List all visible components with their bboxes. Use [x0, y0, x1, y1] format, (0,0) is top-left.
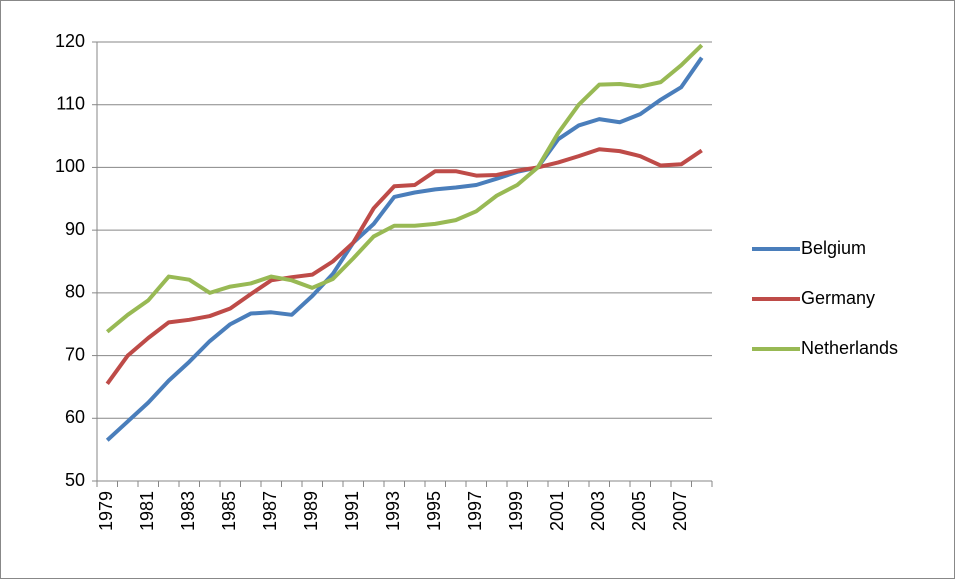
x-tick-label: 1995 [424, 491, 444, 531]
x-tick-label: 1989 [301, 491, 321, 531]
y-tick-label: 110 [56, 93, 85, 113]
legend-label: Germany [801, 288, 875, 308]
x-tick-label: 1983 [178, 491, 198, 531]
y-tick-label: 80 [65, 282, 85, 302]
line-series [105, 147, 703, 385]
x-tick-label: 1997 [465, 491, 485, 531]
line-series [105, 43, 704, 334]
y-tick-label: 100 [55, 156, 85, 176]
y-tick-label: 90 [65, 219, 85, 239]
x-tick-label: 1999 [506, 491, 526, 531]
line-series [105, 56, 704, 442]
x-tick-label: 2007 [670, 491, 690, 531]
legend-label: Netherlands [801, 338, 898, 358]
y-tick-label: 70 [65, 344, 85, 364]
y-tick-label: 60 [65, 407, 85, 427]
x-tick-label: 1987 [260, 491, 280, 531]
legend-label: Belgium [801, 238, 866, 258]
x-tick-label: 1979 [96, 491, 116, 531]
x-tick-label: 1985 [219, 491, 239, 531]
x-tick-label: 1981 [137, 491, 157, 531]
x-tick-label: 2005 [629, 491, 649, 531]
y-tick-label: 120 [55, 31, 85, 51]
x-tick-label: 2003 [588, 491, 608, 531]
x-tick-label: 2001 [547, 491, 567, 531]
y-tick-label: 50 [65, 470, 85, 490]
x-tick-label: 1991 [342, 491, 362, 531]
x-tick-label: 1993 [383, 491, 403, 531]
